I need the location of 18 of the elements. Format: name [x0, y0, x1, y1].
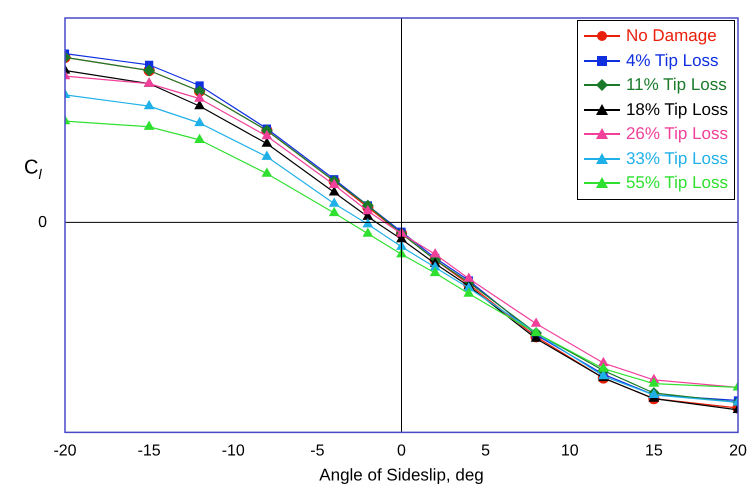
x-tick-label: -15	[138, 442, 161, 460]
legend-label: 26% Tip Loss	[626, 124, 728, 144]
x-axis-title: Angle of Sideslip, deg	[319, 465, 484, 484]
ref-line-label: 0	[38, 214, 48, 231]
x-tick-label: 10	[560, 442, 579, 460]
legend-label: 4% Tip Loss	[626, 50, 719, 71]
x-tick-label: -10	[222, 442, 245, 460]
x-tick-label: -20	[53, 442, 77, 460]
legend-label: 55% Tip Loss	[626, 173, 728, 194]
x-tick-label: 5	[481, 442, 490, 460]
x-tick-label: 15	[644, 442, 663, 460]
legend-label: No Damage	[626, 26, 717, 46]
x-tick-label: 20	[729, 442, 747, 460]
x-tick-label: 0	[397, 442, 406, 460]
legend-label: 33% Tip Loss	[626, 148, 728, 169]
legend-label: 18% Tip Loss	[626, 100, 728, 120]
legend-label: 11% Tip Loss	[626, 75, 727, 96]
x-tick-label: -5	[310, 442, 325, 460]
